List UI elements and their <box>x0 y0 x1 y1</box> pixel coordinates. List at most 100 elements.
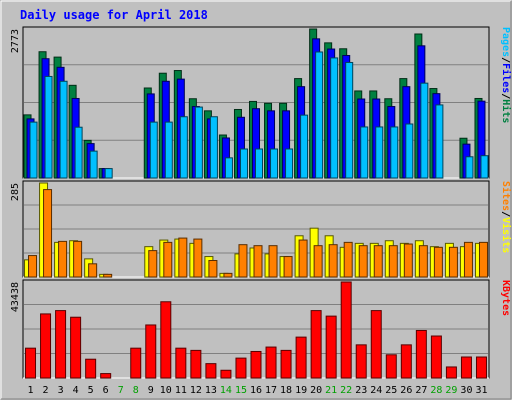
bar-pages-day-13 <box>209 116 218 179</box>
bar-sites-day-24 <box>373 245 383 278</box>
bar-kbytes-day-10 <box>160 301 172 379</box>
bar-kbytes-day-30 <box>460 356 472 379</box>
bar-sites-day-27 <box>418 245 428 278</box>
bar-pages-day-12 <box>194 106 203 179</box>
bar-kbytes-day-27 <box>415 329 427 379</box>
bar-sites-day-9 <box>148 250 158 278</box>
bar-pages-day-11 <box>179 116 188 179</box>
x-tick-label-day-27: 27 <box>415 385 427 396</box>
bar-pages-day-31 <box>480 155 489 179</box>
x-tick-label-day-24: 24 <box>370 385 382 396</box>
bar-sites-day-14 <box>223 272 233 278</box>
legend-entry: Sites <box>500 181 512 211</box>
bar-kbytes-day-11 <box>175 347 187 379</box>
bar-pages-day-20 <box>315 51 324 179</box>
bar-pages-day-10 <box>164 121 173 179</box>
bar-pages-day-28 <box>435 104 444 179</box>
x-tick-label-day-16: 16 <box>250 385 262 396</box>
bar-kbytes-day-29 <box>445 366 457 379</box>
bar-sites-day-2 <box>43 189 53 278</box>
bar-sites-day-12 <box>193 238 203 278</box>
bar-sites-day-31 <box>478 241 488 278</box>
bar-sites-day-5 <box>88 263 98 278</box>
x-tick-label-day-10: 10 <box>160 385 172 396</box>
x-tick-label-day-2: 2 <box>43 385 49 396</box>
bar-kbytes-day-1 <box>25 347 37 379</box>
bar-kbytes-day-17 <box>265 346 277 379</box>
legend-entry: Visits <box>500 217 512 253</box>
bar-kbytes-day-15 <box>235 357 247 379</box>
bar-kbytes-day-22 <box>340 281 352 379</box>
x-tick-label-day-26: 26 <box>400 385 412 396</box>
bar-pages-day-17 <box>270 148 279 179</box>
bar-kbytes-day-18 <box>280 349 292 379</box>
bar-kbytes-day-14 <box>220 369 232 379</box>
bar-kbytes-day-25 <box>385 354 397 379</box>
bar-kbytes-day-28 <box>430 335 442 379</box>
bar-kbytes-day-19 <box>295 336 307 379</box>
bar-kbytes-day-20 <box>310 310 322 379</box>
bar-kbytes-day-23 <box>355 344 367 379</box>
x-tick-label-day-30: 30 <box>460 385 472 396</box>
legend-entry: Pages <box>500 27 511 57</box>
x-tick-label-day-19: 19 <box>295 385 307 396</box>
bar-sites-day-26 <box>403 243 413 278</box>
legend-entry: / <box>500 93 511 99</box>
x-tick-label-day-25: 25 <box>385 385 397 396</box>
legend-entry: Files <box>500 63 512 93</box>
x-tick-label-day-28: 28 <box>430 385 442 396</box>
bar-kbytes-day-16 <box>250 350 262 379</box>
bar-sites-day-22 <box>343 241 353 278</box>
bar-kbytes-day-6 <box>100 373 112 379</box>
bar-sites-day-25 <box>388 245 398 278</box>
bar-pages-day-14 <box>224 157 233 179</box>
x-tick-label-day-4: 4 <box>73 385 79 396</box>
x-tick-label-day-8: 8 <box>133 385 139 396</box>
panel-pages_files_hits-max-label: 2773 <box>10 29 21 53</box>
x-tick-label-day-6: 6 <box>103 385 109 396</box>
x-tick-label-day-7: 7 <box>118 385 124 396</box>
bar-pages-day-6 <box>104 168 113 179</box>
bar-kbytes-day-2 <box>40 313 52 379</box>
panel-kbytes-legend: KBytes <box>500 280 511 316</box>
x-tick-label-day-18: 18 <box>280 385 292 396</box>
bar-pages-day-23 <box>360 126 369 179</box>
x-tick-label-day-23: 23 <box>355 385 367 396</box>
bar-pages-day-25 <box>390 126 399 179</box>
bar-kbytes-day-26 <box>400 344 412 379</box>
panel-sites_visits-legend: Sites/Visits <box>500 181 512 253</box>
panel-kbytes-max-label: 43438 <box>10 282 21 312</box>
x-tick-label-day-11: 11 <box>175 385 187 396</box>
x-tick-label-day-20: 20 <box>310 385 322 396</box>
bar-pages-day-19 <box>300 114 309 179</box>
bar-sites-day-4 <box>73 240 83 278</box>
x-tick-label-day-29: 29 <box>445 385 457 396</box>
legend-entry: Hits <box>500 99 512 123</box>
bar-sites-day-16 <box>253 245 263 278</box>
bar-pages-day-4 <box>74 126 83 179</box>
bar-sites-day-15 <box>238 244 248 278</box>
x-tick-label-day-9: 9 <box>148 385 154 396</box>
legend-entry: / <box>500 57 511 63</box>
bar-kbytes-day-4 <box>70 316 82 379</box>
bar-kbytes-day-31 <box>475 356 487 379</box>
bar-pages-day-9 <box>149 121 158 179</box>
x-tick-label-day-15: 15 <box>235 385 247 396</box>
bar-pages-day-22 <box>345 61 354 179</box>
x-tick-label-day-1: 1 <box>28 385 34 396</box>
bar-kbytes-day-21 <box>325 315 337 379</box>
bar-kbytes-day-9 <box>145 324 157 379</box>
bar-pages-day-15 <box>239 148 248 179</box>
bar-pages-day-30 <box>465 156 474 179</box>
x-tick-label-day-17: 17 <box>265 385 277 396</box>
x-tick-label-day-3: 3 <box>58 385 64 396</box>
bar-kbytes-day-5 <box>85 358 97 379</box>
x-tick-label-day-22: 22 <box>340 385 352 396</box>
bar-sites-day-28 <box>433 246 443 278</box>
bar-sites-day-18 <box>283 256 293 278</box>
bar-sites-day-30 <box>463 241 473 278</box>
bar-pages-day-26 <box>405 123 414 179</box>
bar-pages-day-3 <box>59 80 68 179</box>
